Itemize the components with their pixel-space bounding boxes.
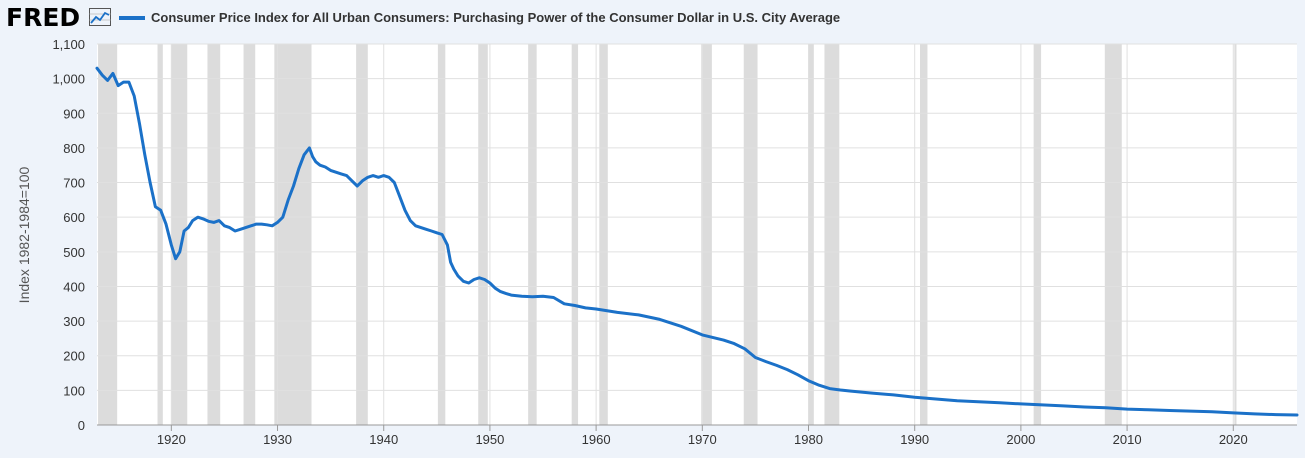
- x-tick-label: 1990: [900, 432, 929, 447]
- y-tick-label: 300: [63, 314, 85, 329]
- line-graph-icon: [89, 8, 111, 31]
- x-axis-ticks: 1920 1930 1940 1950 1960 1970 1980 1990 2000 2010…: [97, 424, 1297, 447]
- y-tick-label: 200: [63, 349, 85, 364]
- x-tick-label: 1930: [263, 432, 292, 447]
- y-tick-label: 700: [63, 176, 85, 191]
- y-axis-label: Index 1982-1984=100: [16, 166, 32, 303]
- fred-logo[interactable]: FRED: [6, 3, 81, 32]
- x-tick-label: 2000: [1006, 432, 1035, 447]
- x-tick-label: 1970: [688, 432, 717, 447]
- y-tick-label: 800: [63, 141, 85, 156]
- grid-lines: [97, 43, 1297, 426]
- series-line-purchasing-power[interactable]: [95, 66, 1299, 417]
- y-tick-label: 0: [78, 418, 85, 433]
- y-tick-label: 600: [63, 210, 85, 225]
- y-tick-label: 100: [63, 383, 85, 398]
- recession-band: [528, 44, 537, 425]
- x-tick-label: 1940: [369, 432, 398, 447]
- recession-band: [743, 44, 758, 425]
- x-tick-label: 2020: [1219, 432, 1248, 447]
- recession-band: [808, 44, 814, 425]
- recession-band: [599, 44, 608, 425]
- x-tick-label: 1960: [582, 432, 611, 447]
- x-tick-label: 1920: [157, 432, 186, 447]
- y-tick-label: 400: [63, 279, 85, 294]
- legend-swatch: [119, 16, 145, 20]
- recession-band: [1234, 44, 1237, 425]
- x-tick-label: 1950: [475, 432, 504, 447]
- recession-band: [207, 44, 221, 425]
- recession-band: [571, 44, 579, 425]
- y-tick-label: 500: [63, 245, 85, 260]
- recession-band: [243, 44, 256, 425]
- x-tick-label: 1980: [794, 432, 823, 447]
- recession-band: [1033, 44, 1042, 425]
- y-tick-label: 1,000: [52, 72, 85, 87]
- recession-band: [920, 44, 928, 425]
- recession-band: [356, 44, 368, 425]
- chart-header: FRED Consumer Price Index for All Urban …: [0, 0, 1305, 36]
- x-tick-label: 2010: [1113, 432, 1142, 447]
- recession-band: [171, 44, 188, 425]
- recession-band: [701, 44, 712, 425]
- recession-band: [157, 44, 163, 425]
- series-title[interactable]: Consumer Price Index for All Urban Consu…: [151, 10, 841, 25]
- y-tick-label: 1,100: [52, 37, 85, 52]
- recession-band: [478, 44, 488, 425]
- recession-band: [824, 44, 840, 425]
- y-axis-ticks: 0 100 200 300 400 500 600 700 800 900 1,000 1,100: [52, 37, 85, 433]
- recession-band: [98, 44, 118, 425]
- recession-shading: [97, 44, 1297, 425]
- recession-band: [274, 44, 312, 425]
- y-tick-label: 900: [63, 106, 85, 121]
- recession-band: [1104, 44, 1122, 425]
- series-layer: [95, 66, 1299, 417]
